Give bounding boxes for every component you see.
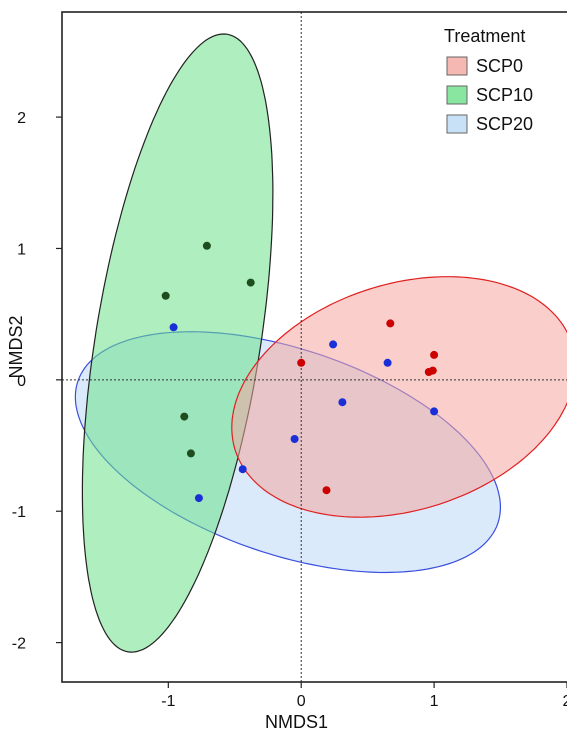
x-tick-label: 1 (430, 693, 439, 710)
point-scp10-1 (202, 241, 211, 250)
y-tick-label: -2 (12, 636, 26, 653)
y-tick-label: 2 (17, 110, 26, 127)
point-scp10-2 (161, 291, 170, 300)
x-tick-label: 2 (563, 693, 567, 710)
point-scp0-3 (430, 350, 439, 359)
x-axis-ticks: -1 0 1 2 (161, 682, 567, 710)
x-axis-title: NMDS1 (265, 712, 328, 732)
point-scp0-5 (428, 366, 437, 375)
y-tick-label: 0 (17, 373, 26, 390)
ellipse-scp0 (231, 276, 567, 518)
point-scp20-3 (383, 358, 392, 367)
confidence-ellipses (74, 33, 567, 653)
legend: Treatment SCP0 SCP10 SCP20 (444, 26, 533, 134)
legend-swatch-scp10 (446, 85, 468, 105)
data-points (161, 241, 439, 503)
point-scp20-7 (238, 465, 247, 474)
y-axis-title: NMDS2 (6, 315, 26, 378)
point-scp0-1 (297, 358, 306, 367)
y-tick-label: -1 (12, 504, 26, 521)
y-axis-ticks: -2 -1 0 1 2 (12, 110, 62, 653)
point-scp20-8 (194, 494, 203, 503)
point-scp10-4 (180, 412, 189, 421)
legend-swatch-scp20 (446, 114, 468, 134)
point-scp0-6 (322, 486, 331, 495)
point-scp20-6 (290, 435, 299, 443)
point-scp20-4 (338, 398, 347, 407)
plot-frame (61, 11, 567, 683)
point-scp10-5 (186, 449, 195, 458)
legend-label-scp10: SCP10 (476, 85, 533, 105)
point-scp20-1 (169, 323, 178, 332)
legend-title: Treatment (444, 26, 525, 46)
x-tick-label: 0 (297, 693, 306, 710)
point-scp0-2 (386, 319, 395, 328)
point-scp20-5 (430, 407, 439, 416)
legend-swatch-scp0 (446, 56, 468, 76)
point-scp20-2 (329, 340, 338, 349)
reference-lines (62, 12, 567, 682)
y-tick-label: 1 (17, 241, 26, 258)
point-scp10-3 (246, 278, 255, 287)
legend-label-scp0: SCP0 (476, 56, 523, 76)
x-tick-label: -1 (161, 693, 175, 710)
ellipse-scp10 (81, 33, 274, 653)
legend-label-scp20: SCP20 (476, 114, 533, 134)
